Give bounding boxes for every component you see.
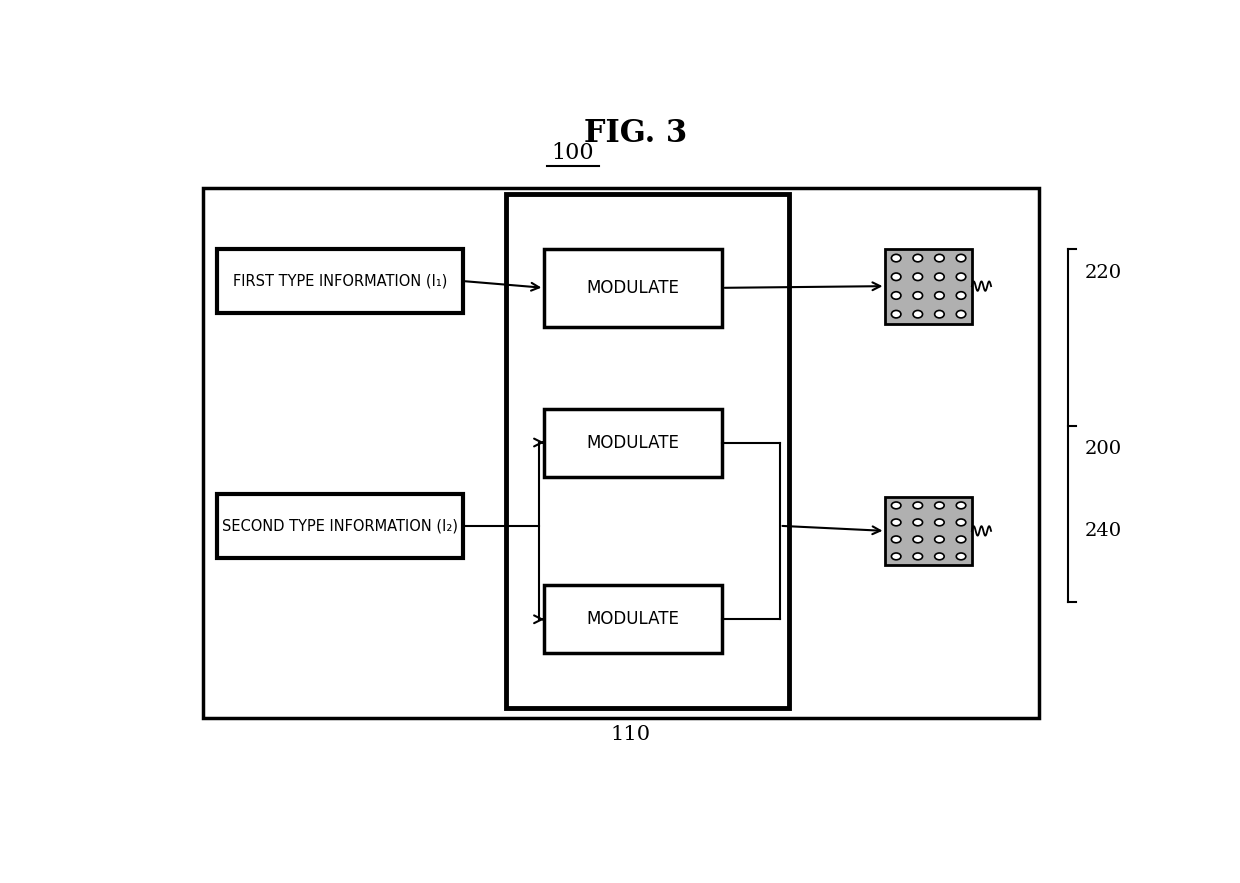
Ellipse shape <box>935 273 944 281</box>
Bar <box>217 249 463 313</box>
Bar <box>203 187 1039 718</box>
Ellipse shape <box>935 311 944 318</box>
Bar <box>885 497 972 565</box>
Ellipse shape <box>935 519 944 525</box>
Bar <box>506 194 789 707</box>
Ellipse shape <box>956 311 966 318</box>
Ellipse shape <box>892 273 901 281</box>
Ellipse shape <box>892 536 901 543</box>
Ellipse shape <box>935 553 944 560</box>
Ellipse shape <box>913 273 923 281</box>
Ellipse shape <box>935 536 944 543</box>
Ellipse shape <box>935 502 944 509</box>
Ellipse shape <box>913 254 923 262</box>
Text: MODULATE: MODULATE <box>587 279 680 297</box>
Ellipse shape <box>913 519 923 525</box>
Text: 110: 110 <box>610 725 651 744</box>
Ellipse shape <box>892 311 901 318</box>
Ellipse shape <box>935 291 944 299</box>
Ellipse shape <box>956 553 966 560</box>
Ellipse shape <box>913 536 923 543</box>
Text: 200: 200 <box>1084 441 1121 458</box>
Text: FIG. 3: FIG. 3 <box>584 117 687 148</box>
Bar <box>544 249 722 327</box>
Ellipse shape <box>956 291 966 299</box>
Text: FIRST TYPE INFORMATION (I₁): FIRST TYPE INFORMATION (I₁) <box>233 274 448 289</box>
Text: MODULATE: MODULATE <box>587 610 680 629</box>
Text: MODULATE: MODULATE <box>587 434 680 451</box>
Text: 240: 240 <box>1084 522 1121 540</box>
Ellipse shape <box>913 311 923 318</box>
Ellipse shape <box>892 553 901 560</box>
Ellipse shape <box>956 502 966 509</box>
Ellipse shape <box>956 254 966 262</box>
Bar <box>885 249 972 323</box>
Ellipse shape <box>892 519 901 525</box>
Text: 100: 100 <box>552 142 594 163</box>
Ellipse shape <box>935 254 944 262</box>
Ellipse shape <box>892 291 901 299</box>
Ellipse shape <box>956 273 966 281</box>
Bar <box>544 585 722 653</box>
Ellipse shape <box>892 502 901 509</box>
Ellipse shape <box>913 502 923 509</box>
Bar <box>217 494 463 558</box>
Ellipse shape <box>956 536 966 543</box>
Bar <box>544 409 722 477</box>
Ellipse shape <box>892 254 901 262</box>
Ellipse shape <box>913 553 923 560</box>
Ellipse shape <box>956 519 966 525</box>
Text: 220: 220 <box>1084 263 1121 282</box>
Text: SECOND TYPE INFORMATION (I₂): SECOND TYPE INFORMATION (I₂) <box>222 518 458 533</box>
Ellipse shape <box>913 291 923 299</box>
